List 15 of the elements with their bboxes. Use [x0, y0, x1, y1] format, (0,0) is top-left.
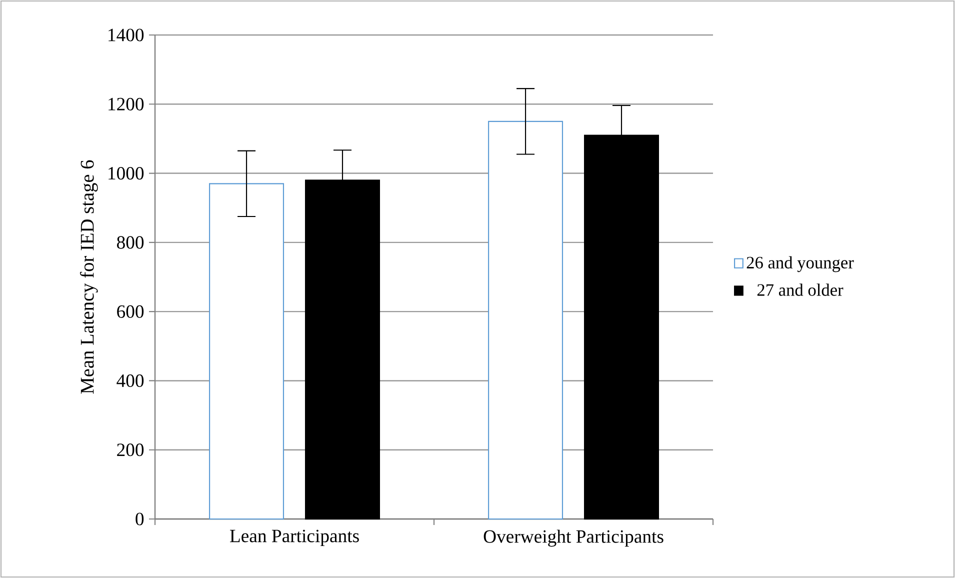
y-tick-label: 0 — [136, 512, 144, 526]
bar — [488, 120, 564, 520]
y-tick-label: 1000 — [108, 166, 144, 180]
x-tick-label: Lean Participants — [230, 530, 359, 546]
legend-label: 26 and younger — [746, 256, 854, 272]
y-tick-label: 400 — [116, 374, 144, 388]
y-axis-title: Mean Latency for IED stage 6 — [80, 160, 98, 394]
y-tick-label: 1200 — [108, 98, 144, 110]
x-tick-label: Overweight Participants — [484, 530, 664, 547]
y-tick-label: 200 — [117, 444, 144, 456]
y-tick-label: 1400 — [108, 28, 144, 42]
bar — [209, 183, 284, 520]
legend-label: 27 and older — [757, 284, 844, 296]
y-tick-label: 800 — [117, 236, 144, 249]
y-tick-label: 600 — [117, 305, 144, 318]
